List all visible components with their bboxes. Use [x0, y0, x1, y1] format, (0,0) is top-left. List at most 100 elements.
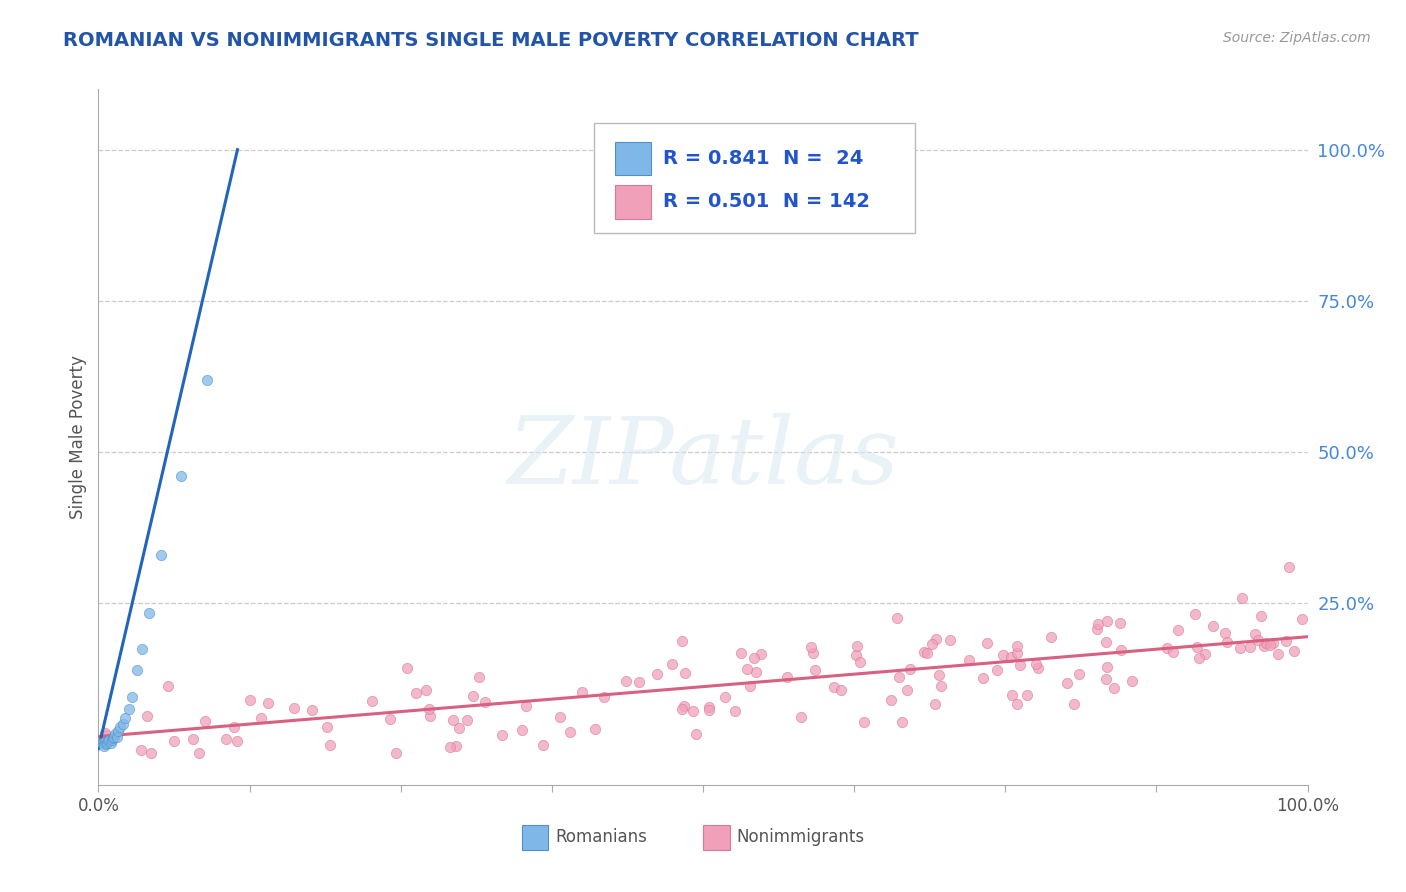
- Point: [790, 709, 813, 723]
- Point: [1258, 638, 1281, 652]
- Point: [846, 640, 869, 654]
- Point: [742, 651, 765, 665]
- Point: [1005, 639, 1028, 653]
- Point: [1291, 611, 1313, 625]
- Point: [1254, 636, 1277, 650]
- Point: [776, 670, 799, 684]
- Point: [1028, 661, 1050, 675]
- Point: [1007, 646, 1029, 660]
- Point: [1025, 657, 1047, 671]
- Point: [187, 747, 209, 761]
- Point: [714, 690, 737, 704]
- Point: [931, 679, 953, 693]
- Point: [94, 725, 117, 739]
- Text: Source: ZipAtlas.com: Source: ZipAtlas.com: [1223, 31, 1371, 45]
- Point: [917, 646, 939, 660]
- Point: [1056, 676, 1078, 690]
- Point: [928, 668, 950, 682]
- Point: [1040, 630, 1063, 644]
- Point: [108, 721, 131, 735]
- Point: [131, 641, 153, 656]
- Point: [1156, 640, 1178, 655]
- Point: [319, 738, 342, 752]
- Point: [912, 645, 935, 659]
- Point: [256, 696, 278, 710]
- Point: [181, 731, 204, 746]
- Point: [697, 699, 720, 714]
- Point: [1250, 608, 1272, 623]
- Text: ZIPatlas: ZIPatlas: [508, 413, 898, 503]
- Point: [645, 666, 668, 681]
- Point: [415, 683, 437, 698]
- Point: [685, 727, 707, 741]
- Point: [896, 683, 918, 698]
- Point: [1121, 673, 1143, 688]
- FancyBboxPatch shape: [595, 123, 915, 233]
- Point: [405, 685, 427, 699]
- Point: [939, 633, 962, 648]
- Point: [361, 694, 384, 708]
- Point: [129, 742, 152, 756]
- Point: [697, 703, 720, 717]
- Point: [194, 714, 217, 728]
- Point: [439, 740, 461, 755]
- Point: [1274, 634, 1296, 648]
- Point: [571, 684, 593, 698]
- Text: Romanians: Romanians: [555, 828, 647, 847]
- Point: [1095, 659, 1118, 673]
- Point: [111, 717, 134, 731]
- Point: [845, 648, 868, 663]
- Point: [1247, 633, 1270, 648]
- Text: R = 0.841  N =  24: R = 0.841 N = 24: [664, 149, 863, 169]
- Point: [745, 665, 768, 679]
- Point: [887, 670, 910, 684]
- Point: [114, 711, 136, 725]
- Text: ROMANIAN VS NONIMMIGRANTS SINGLE MALE POVERTY CORRELATION CHART: ROMANIAN VS NONIMMIGRANTS SINGLE MALE PO…: [63, 31, 920, 50]
- Point: [1239, 640, 1261, 655]
- Point: [921, 637, 943, 651]
- Point: [150, 548, 173, 562]
- Point: [1253, 639, 1275, 653]
- Point: [548, 709, 571, 723]
- Point: [1185, 640, 1208, 655]
- Point: [1215, 635, 1237, 649]
- Point: [886, 611, 908, 625]
- Point: [1282, 644, 1305, 658]
- Point: [1184, 607, 1206, 621]
- Point: [1202, 619, 1225, 633]
- Point: [104, 726, 127, 740]
- Point: [1213, 626, 1236, 640]
- Point: [1000, 650, 1022, 665]
- Point: [730, 646, 752, 660]
- Point: [461, 689, 484, 703]
- Point: [467, 670, 489, 684]
- Point: [898, 661, 921, 675]
- Point: [1063, 698, 1085, 712]
- Point: [673, 666, 696, 681]
- Point: [682, 704, 704, 718]
- Point: [1005, 697, 1028, 711]
- Point: [157, 679, 180, 693]
- Point: [139, 747, 162, 761]
- Point: [226, 733, 249, 747]
- Point: [101, 731, 124, 745]
- Point: [627, 675, 650, 690]
- Point: [283, 701, 305, 715]
- Point: [749, 647, 772, 661]
- Point: [301, 703, 323, 717]
- Point: [735, 662, 758, 676]
- Point: [800, 640, 823, 654]
- Point: [1010, 658, 1032, 673]
- Point: [1111, 642, 1133, 657]
- Point: [671, 702, 693, 716]
- Point: [1085, 623, 1108, 637]
- Point: [724, 704, 747, 718]
- Point: [673, 698, 696, 713]
- Point: [891, 715, 914, 730]
- Point: [224, 720, 246, 734]
- Point: [100, 732, 122, 747]
- Point: [880, 693, 903, 707]
- Point: [91, 736, 114, 750]
- Point: [118, 702, 141, 716]
- Point: [593, 690, 616, 705]
